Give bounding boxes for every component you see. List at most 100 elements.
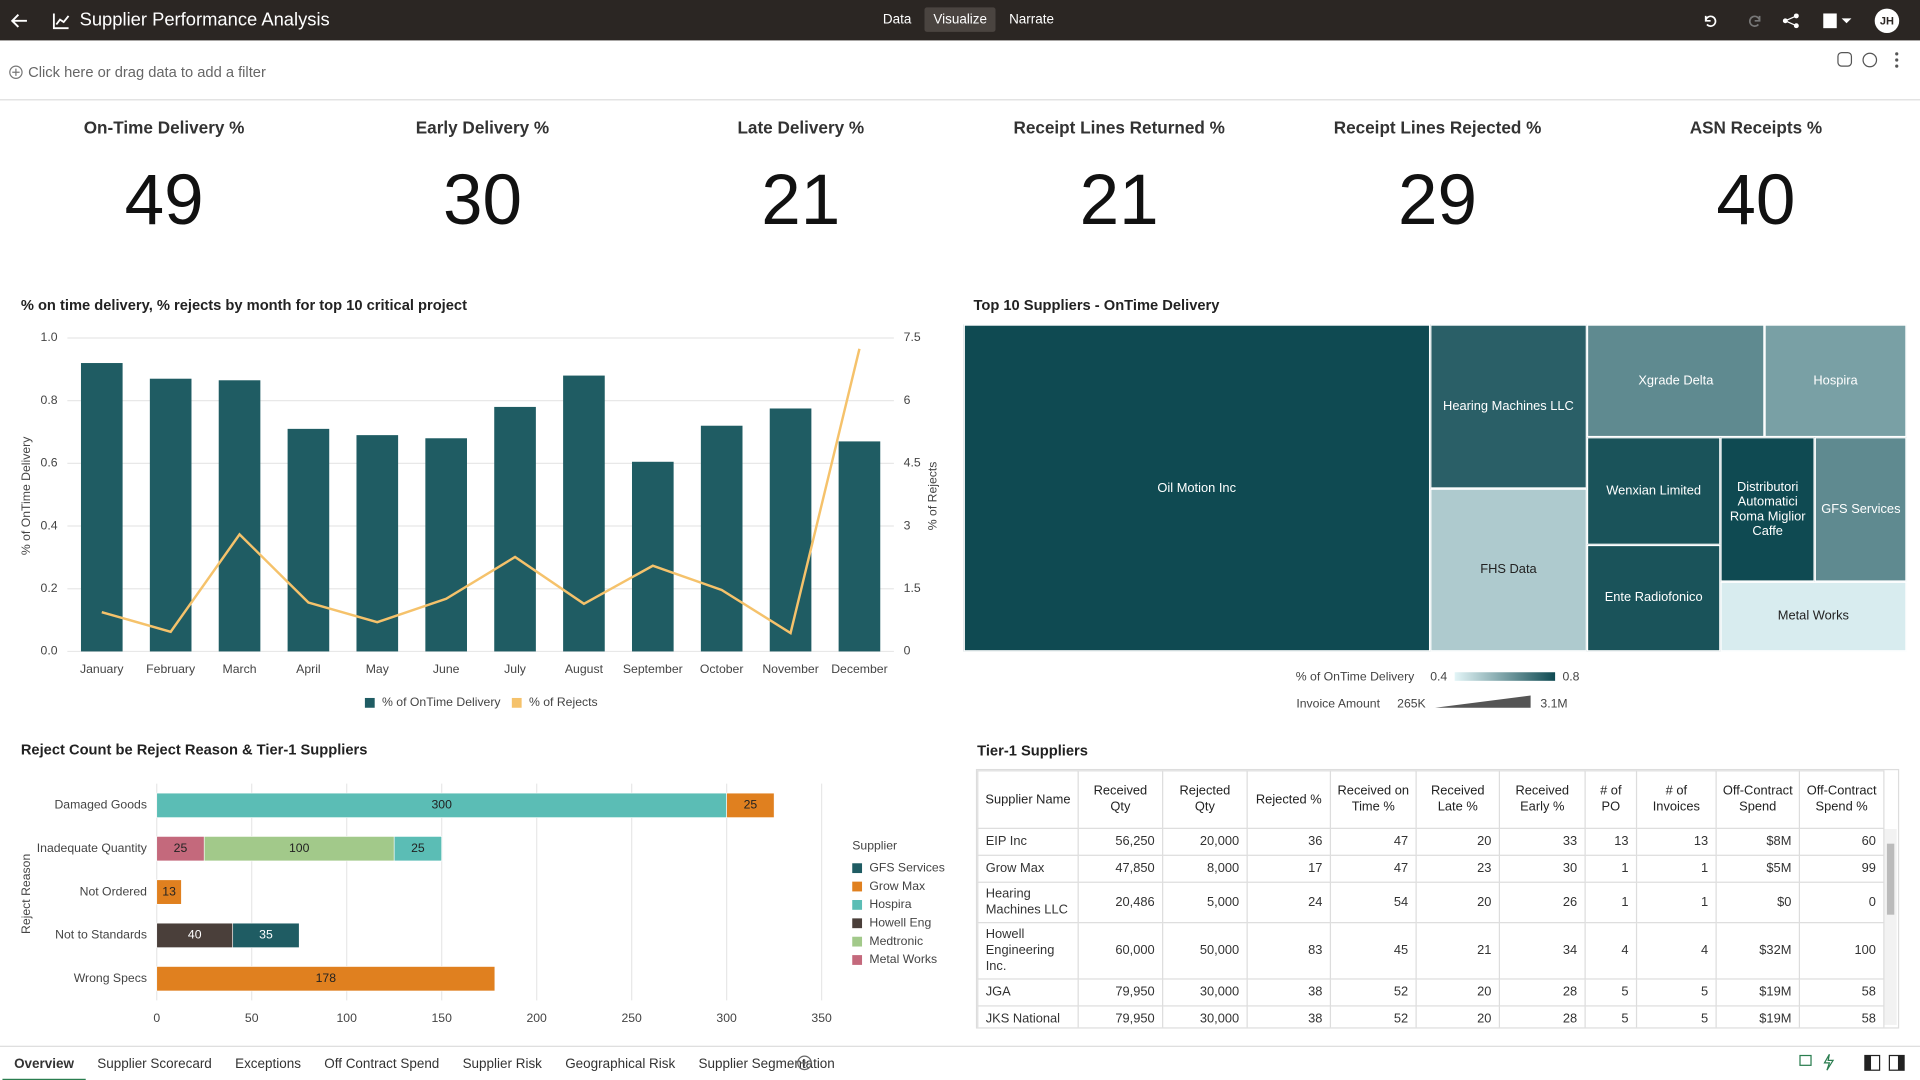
table-cell: $8M <box>1715 827 1801 856</box>
table-cell: 5 <box>1584 978 1638 1007</box>
table-cell: 38 <box>1246 1005 1332 1028</box>
kpi-tile: Receipt Lines Returned % 21 <box>960 118 1278 242</box>
table-cell: 34 <box>1498 922 1586 980</box>
table-cell: 23 <box>1415 854 1501 883</box>
y-tick-label: 0.0 <box>41 644 58 658</box>
filter-tools[interactable] <box>1837 51 1910 68</box>
filter-bar[interactable]: Click here or drag data to add a filter <box>0 40 1920 101</box>
legend-swatch <box>852 936 863 947</box>
x-tick-label: July <box>504 662 527 676</box>
x-tick-label: August <box>565 662 604 676</box>
header-bar: Supplier Performance Analysis Data Visual… <box>0 0 1920 41</box>
add-tab[interactable] <box>796 1054 813 1071</box>
bar-segment <box>393 836 442 862</box>
bar <box>80 363 123 652</box>
size-legend-tick: 3.1M <box>1540 696 1567 710</box>
table-cell: 4 <box>1635 922 1717 980</box>
table-cell: 28 <box>1498 1005 1586 1028</box>
column-header[interactable]: Rejected % <box>1246 770 1332 829</box>
table-cell: 20 <box>1415 1005 1501 1028</box>
canvas-tab[interactable]: Supplier Segmentation <box>698 1056 835 1072</box>
treemap-cell: FHS Data <box>1429 488 1588 652</box>
table-cell: 60,000 <box>1077 922 1164 980</box>
column-header[interactable]: Rejected Qty <box>1162 770 1248 829</box>
kpi-value: 40 <box>1716 160 1796 240</box>
user-avatar[interactable]: JH <box>1874 8 1900 34</box>
nav-tab[interactable]: Data <box>882 12 912 27</box>
x-tick-label: October <box>700 662 744 676</box>
y-tick-label: 1.0 <box>41 330 58 344</box>
canvas-tab[interactable]: Geographical Risk <box>565 1056 676 1072</box>
table-cell: Howell Engineering Inc. <box>977 922 1079 980</box>
column-header[interactable]: # of PO <box>1584 770 1638 829</box>
y2-tick-label: 6 <box>904 393 911 407</box>
treemap-label: FHS Data <box>1480 562 1537 578</box>
legend-swatch <box>852 881 863 892</box>
y-tick-label: 0.4 <box>41 518 58 532</box>
canvas-tab[interactable]: Off Contract Spend <box>324 1056 440 1072</box>
x-tick-label: June <box>433 662 460 676</box>
x-tick-label: February <box>146 662 196 676</box>
table-cell: 1 <box>1635 881 1717 924</box>
nav-tab[interactable]: Visualize <box>924 7 996 32</box>
column-header[interactable]: Received Late % <box>1415 770 1501 829</box>
size-legend-tick: 265K <box>1397 696 1426 710</box>
bar <box>838 441 881 652</box>
canvas-tab[interactable]: Supplier Risk <box>462 1056 542 1072</box>
column-header[interactable]: Received Early % <box>1498 770 1586 829</box>
bar-value-label: 25 <box>744 798 758 812</box>
column-header[interactable]: Off-Contract Spend % <box>1798 770 1885 829</box>
column-header[interactable]: # of Invoices <box>1635 770 1717 829</box>
x-tick-label: 100 <box>336 1011 357 1025</box>
x-tick-label: November <box>762 662 818 676</box>
table-cell: 24 <box>1246 881 1332 924</box>
kpi-value: 21 <box>761 160 841 240</box>
filter-placeholder[interactable]: Click here or drag data to add a filter <box>28 63 266 81</box>
column-header[interactable]: Off-Contract Spend <box>1715 770 1801 829</box>
x-tick-label: May <box>366 662 390 676</box>
y2-tick-label: 4.5 <box>904 456 921 470</box>
table-cell: 13 <box>1635 827 1717 856</box>
column-header[interactable]: Received on Time % <box>1329 770 1417 829</box>
column-header[interactable]: Received Qty <box>1077 770 1164 829</box>
column-header[interactable]: Supplier Name <box>977 770 1079 829</box>
kpi-tile: On-Time Delivery % 49 <box>5 118 323 242</box>
canvas-tab[interactable]: Supplier Scorecard <box>97 1056 212 1072</box>
table-cell: 20,486 <box>1077 881 1164 924</box>
y-tick-label: Damaged Goods <box>54 798 147 812</box>
scroll-thumb[interactable] <box>1886 843 1895 915</box>
y-tick-label: Wrong Specs <box>74 971 147 985</box>
table-cell: 30,000 <box>1162 1005 1248 1028</box>
size-legend-wedge <box>1435 695 1531 708</box>
table-cell: 20 <box>1415 827 1501 856</box>
chart-title: % on time delivery, % rejects by month f… <box>21 298 467 314</box>
line <box>101 348 861 635</box>
treemap-cell: Hearing Machines LLC <box>1429 324 1588 489</box>
table-cell: Grow Max <box>977 854 1079 883</box>
table-row: JKS National 79,950 30,000 38 52 20 28 5 5 $19M 58 <box>977 1005 1885 1028</box>
bar-segment <box>156 922 234 948</box>
toolbar-icons[interactable] <box>1702 12 1886 29</box>
kpi-label: Early Delivery % <box>415 117 550 138</box>
x-tick-label: 150 <box>431 1011 452 1025</box>
kpi-value: 49 <box>124 160 204 240</box>
table-cell: $32M <box>1715 922 1801 980</box>
treemap-label: Hearing Machines LLC <box>1443 399 1574 414</box>
canvas-tab[interactable]: Overview <box>2 1047 86 1080</box>
table-cell: 36 <box>1246 827 1332 856</box>
bar-value-label: 40 <box>188 928 202 942</box>
legend-label: Metal Works <box>869 952 937 966</box>
kpi-value: 30 <box>442 160 522 240</box>
table-cell: 83 <box>1246 922 1332 980</box>
kpi-label: Late Delivery % <box>737 117 865 138</box>
nav-tab[interactable]: Narrate <box>1009 12 1054 27</box>
table-cell: 50,000 <box>1162 922 1248 980</box>
scrollbar[interactable] <box>1884 828 1897 1025</box>
table-cell: 5,000 <box>1162 881 1248 924</box>
table-cell: 99 <box>1798 854 1885 883</box>
view-toggles[interactable] <box>1798 1053 1914 1073</box>
table-cell: 28 <box>1498 978 1586 1007</box>
canvas-tab[interactable]: Exceptions <box>235 1056 301 1072</box>
back-button[interactable] <box>10 11 30 31</box>
